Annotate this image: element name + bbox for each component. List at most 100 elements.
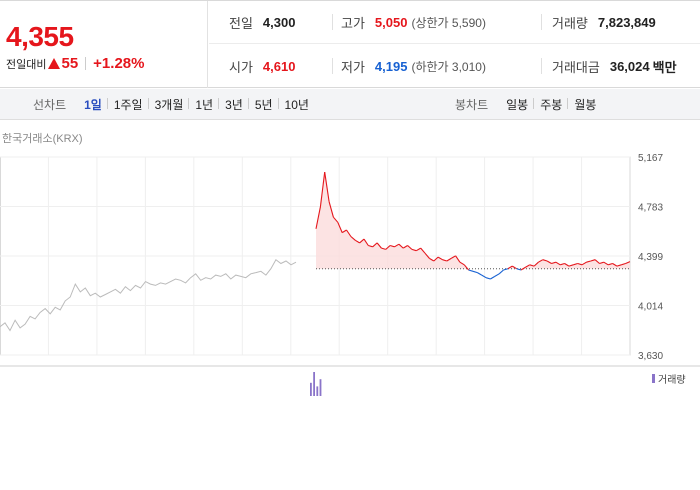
volume-bar — [310, 382, 312, 396]
price-line-segment — [407, 245, 413, 250]
lower-limit: (하한가 3,010) — [411, 59, 486, 74]
price-line-segment — [577, 262, 583, 266]
change-label: 전일대비 — [6, 58, 47, 71]
price-line-segment — [533, 261, 539, 267]
open-value: 4,610 — [262, 59, 296, 74]
low-value: 4,195 — [374, 58, 408, 74]
price-line-segment — [586, 260, 591, 263]
period-3y[interactable]: 3년 — [218, 96, 249, 113]
volume-value: 7,823,849 — [597, 14, 656, 30]
divider — [85, 57, 87, 70]
price-info-grid: 전일 4,300 고가 5,050 (상한가 5,590) 거래량 7,823,… — [209, 1, 700, 88]
price-line-segment — [616, 264, 622, 267]
price-line-segment — [507, 265, 513, 270]
price-line-segment — [376, 242, 382, 249]
price-line-segment — [490, 275, 496, 280]
current-price: 4,355 — [6, 21, 74, 52]
price-line-segment — [450, 255, 456, 259]
price-line-segment — [416, 247, 421, 252]
low-label: 저가 — [341, 59, 365, 75]
price-line-segment — [568, 264, 574, 267]
price-line-segment — [363, 238, 369, 246]
y-tick-label: 4,783 — [638, 203, 663, 214]
price-line-segment — [542, 259, 548, 262]
y-tick-label: 4,399 — [638, 252, 663, 263]
price-line-segment — [398, 243, 404, 249]
prev-close-cell: 전일 4,300 — [229, 1, 295, 44]
price-line-segment — [481, 274, 487, 279]
y-tick-label: 5,167 — [638, 153, 663, 164]
price-line-segment — [359, 238, 365, 244]
line-chart-periods: 선차트 1일 1주일 3개월 1년 3년 5년 10년 — [33, 89, 315, 119]
price-line-segment — [612, 263, 618, 267]
price-line-segment — [494, 273, 500, 277]
prev-close-label: 전일 — [229, 16, 253, 31]
price-line-segment — [468, 269, 474, 272]
price-line-segment — [555, 261, 561, 266]
price-line-segment — [477, 272, 482, 276]
price-line-segment — [594, 259, 600, 264]
change-value: 55 — [61, 55, 79, 72]
price-line-segment — [442, 259, 447, 262]
period-1d[interactable]: 1일 — [84, 97, 102, 112]
trade-amount-unit: 백만 — [652, 59, 677, 75]
y-tick-label: 4,014 — [638, 302, 663, 313]
price-line-segment — [324, 172, 330, 202]
price-line-segment — [402, 245, 408, 249]
price-line-segment — [560, 262, 565, 266]
price-line-segment — [581, 261, 587, 266]
price-line-segment — [538, 259, 544, 263]
source-label: 한국거래소(KRX) — [2, 133, 83, 145]
prev-day-line — [0, 258, 297, 332]
price-line-segment — [341, 229, 347, 234]
price-line-segment — [625, 261, 631, 265]
price-line-segment — [368, 244, 373, 248]
candle-chart-label: 봉차트 — [455, 97, 489, 112]
volume-bar — [316, 386, 319, 396]
trade-amount-label: 거래대금 — [552, 59, 600, 75]
high-value: 5,050 — [374, 14, 408, 30]
price-line-segment — [429, 257, 435, 262]
price-line-segment — [520, 266, 526, 271]
line-chart-label: 선차트 — [33, 97, 67, 112]
price-line-segment — [433, 256, 439, 262]
price-line-segment — [394, 243, 400, 248]
candle-monthly[interactable]: 월봉 — [567, 96, 602, 113]
period-1w[interactable]: 1주일 — [106, 96, 149, 113]
candle-daily[interactable]: 일봉 — [506, 97, 529, 112]
period-10y[interactable]: 10년 — [277, 96, 315, 113]
high-label: 고가 — [341, 15, 365, 31]
price-line-segment — [389, 244, 395, 248]
volume-swatch — [652, 374, 655, 383]
prev-close-value: 4,300 — [262, 15, 296, 30]
price-line-segment — [546, 260, 552, 264]
price-line-segment — [621, 262, 626, 266]
price-line-segment — [381, 247, 386, 250]
price-line-segment — [355, 239, 360, 244]
price-line-segment — [411, 248, 417, 252]
volume-bar — [319, 379, 322, 396]
period-1y[interactable]: 1년 — [188, 96, 219, 113]
price-line-segment — [590, 259, 596, 262]
price-line-segment — [472, 270, 478, 274]
price-line-segment — [328, 201, 334, 218]
price-line-segment — [599, 261, 604, 265]
candle-weekly[interactable]: 주봉 — [533, 96, 568, 113]
y-tick-label: 3,630 — [638, 351, 663, 362]
up-fill-area — [316, 172, 630, 269]
price-line-segment — [564, 263, 570, 267]
volume-cell: 거래량 7,823,849 — [541, 14, 656, 31]
price-line-segment — [573, 262, 578, 266]
price-line-segment — [463, 264, 470, 271]
open-label: 시가 — [229, 60, 253, 75]
price-line-segment — [446, 257, 452, 262]
change-row: 전일대비 55 +1.28% — [6, 55, 144, 72]
period-5y[interactable]: 5년 — [247, 96, 279, 113]
price-line-segment — [459, 261, 465, 266]
info-row: 전일 4,300 고가 5,050 (상한가 5,590) 거래량 7,823,… — [209, 1, 700, 44]
chart-period-bar: 선차트 1일 1주일 3개월 1년 3년 5년 10년 봉차트 일봉 주봉 월봉 — [0, 89, 700, 120]
trade-amount-cell: 거래대금 36,024 백만 — [541, 58, 677, 75]
upper-limit: (상한가 5,590) — [411, 15, 486, 30]
low-cell: 저가 4,195 (하한가 3,010) — [332, 58, 486, 75]
period-3m[interactable]: 3개월 — [147, 96, 190, 113]
